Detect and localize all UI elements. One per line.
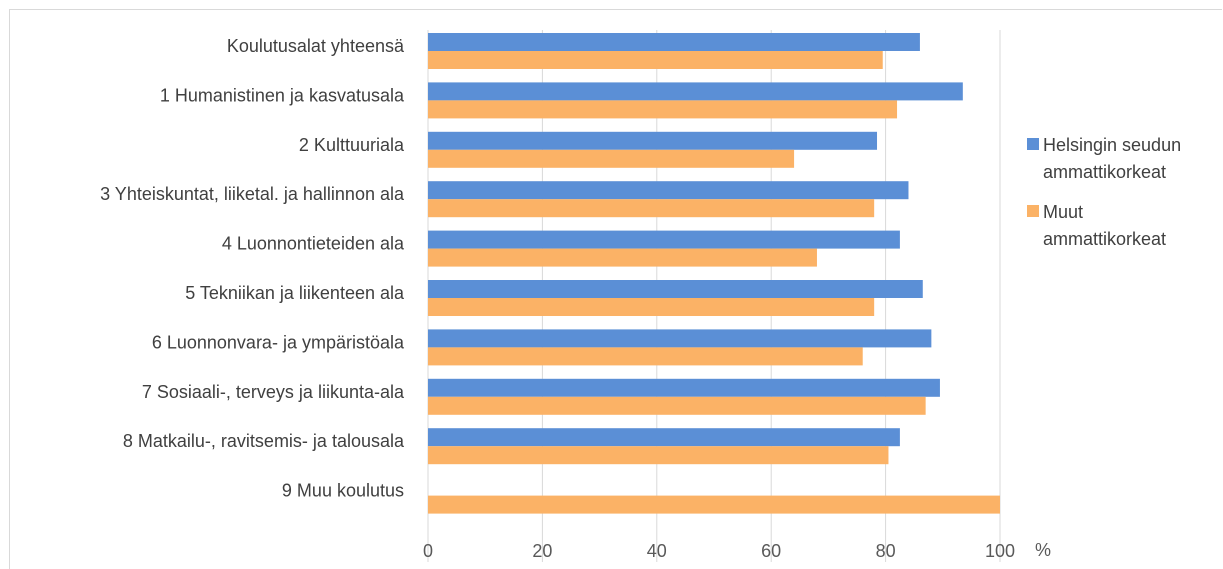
category-label: 8 Matkailu-, ravitsemis- ja talousala xyxy=(123,431,405,451)
x-tick-label: 40 xyxy=(647,541,667,561)
bar-helsinki xyxy=(428,428,900,447)
x-tick-labels: 0 20 40 60 80 100 xyxy=(423,541,1015,561)
category-labels: Koulutusalat yhteensä 1 Humanistinen ja k… xyxy=(100,36,405,501)
category-label: Koulutusalat yhteensä xyxy=(227,36,405,56)
bar-helsinki xyxy=(428,82,963,101)
legend-label: Helsingin seudun xyxy=(1043,135,1181,155)
bar-muut xyxy=(428,446,889,465)
bar-muut xyxy=(428,100,898,119)
bar-helsinki xyxy=(428,131,878,150)
bar-muut xyxy=(428,248,817,267)
x-tick-label: 60 xyxy=(761,541,781,561)
x-unit-label: % xyxy=(1035,540,1051,560)
legend: Helsingin seudun ammattikorkeat Muut ammatt… xyxy=(1027,135,1181,249)
category-label: 5 Tekniikan ja liikenteen ala xyxy=(185,283,405,303)
category-label: 1 Humanistinen ja kasvatusala xyxy=(160,85,405,105)
bar-helsinki xyxy=(428,33,920,51)
x-tick-label: 100 xyxy=(985,541,1015,561)
legend-label: Muut xyxy=(1043,202,1083,222)
category-label: 6 Luonnonvara- ja ympäristöala xyxy=(152,332,405,352)
bar-helsinki xyxy=(428,230,900,249)
bar-muut xyxy=(428,495,1000,514)
bar-muut xyxy=(428,149,795,168)
category-label: 7 Sosiaali-, terveys ja liikunta-ala xyxy=(142,382,405,402)
x-tick-label: 80 xyxy=(876,541,896,561)
category-label: 9 Muu koulutus xyxy=(282,481,404,501)
legend-label: ammattikorkeat xyxy=(1043,162,1166,182)
bars xyxy=(428,33,1000,514)
legend-label: ammattikorkeat xyxy=(1043,229,1166,249)
bar-muut xyxy=(428,347,863,366)
bar-helsinki xyxy=(428,181,909,200)
category-label: 2 Kulttuuriala xyxy=(299,135,405,155)
legend-swatch xyxy=(1027,138,1039,150)
bar-helsinki xyxy=(428,378,940,397)
chart-frame xyxy=(9,9,1222,569)
x-tick-label: 0 xyxy=(423,541,433,561)
x-tick-label: 20 xyxy=(532,541,552,561)
bar-muut xyxy=(428,298,875,316)
legend-swatch xyxy=(1027,205,1039,217)
category-label: 4 Luonnontieteiden ala xyxy=(222,234,405,254)
bar-helsinki xyxy=(428,280,923,298)
bar-helsinki xyxy=(428,329,932,348)
bar-muut xyxy=(428,51,883,69)
category-label: 3 Yhteiskuntat, liiketal. ja hallinnon a… xyxy=(100,184,405,204)
bar-muut xyxy=(428,396,926,415)
bar-muut xyxy=(428,199,875,218)
